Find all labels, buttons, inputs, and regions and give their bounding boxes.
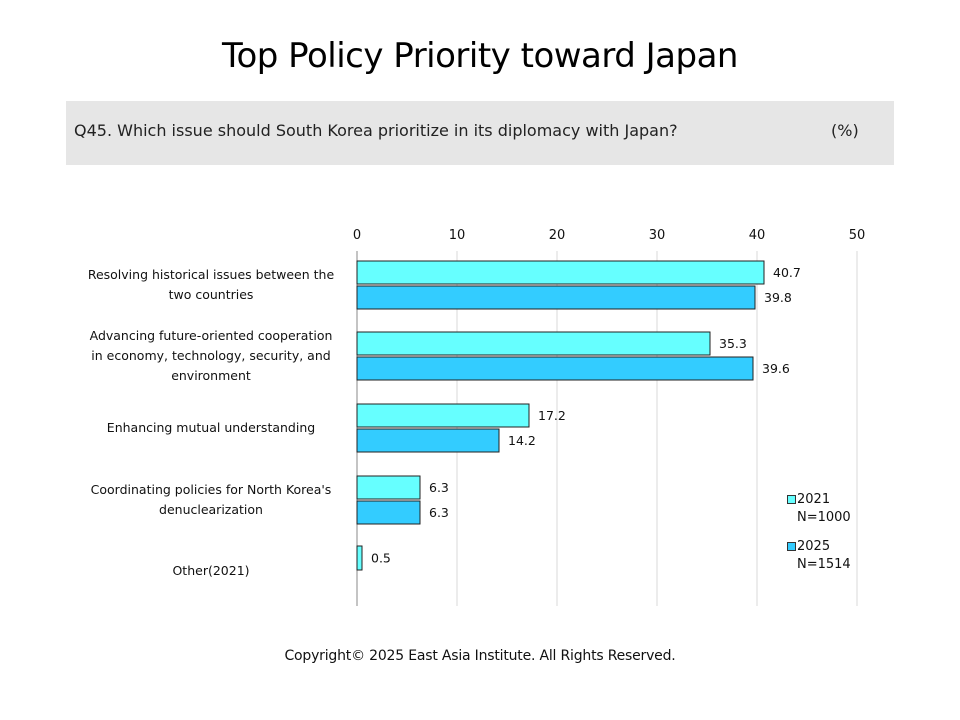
category-label: Enhancing mutual understanding: [76, 418, 346, 438]
unit-label: (%): [831, 121, 859, 140]
bar-2021: [356, 331, 711, 356]
category-label-line: in economy, technology, security, and: [91, 348, 331, 363]
data-label: 6.3: [429, 505, 449, 520]
x-tick-label: 0: [353, 228, 361, 243]
x-tick-label: 50: [849, 228, 866, 243]
category-label-line: Other(2021): [172, 563, 250, 578]
x-tick-label: 40: [749, 228, 766, 243]
data-label: 35.3: [719, 336, 747, 351]
legend-swatch-2025: [787, 542, 796, 551]
category-label: Advancing future-oriented cooperation in …: [76, 326, 346, 386]
bar-2025: [356, 356, 754, 381]
data-label: 14.2: [508, 433, 536, 448]
data-label: 6.3: [429, 480, 449, 495]
bar-2025: [356, 428, 500, 453]
category-label-line: two countries: [168, 287, 254, 302]
legend-sub-2021: N=1000: [797, 510, 851, 525]
category-label-line: Enhancing mutual understanding: [106, 420, 316, 435]
category-label: Coordinating policies for North Korea's d…: [76, 480, 346, 520]
data-label: 40.7: [773, 265, 801, 280]
question-box: Q45. Which issue should South Korea prio…: [66, 101, 894, 165]
legend-label-2021: 2021: [797, 492, 831, 507]
bar-2021: [356, 403, 530, 428]
bar-2021: [356, 545, 363, 571]
bar-2025: [356, 500, 421, 525]
bar-2025: [356, 285, 756, 310]
x-tick-label: 20: [549, 228, 566, 243]
question-text: Q45. Which issue should South Korea prio…: [74, 121, 678, 140]
x-tick-label: 10: [449, 228, 466, 243]
page-title: Top Policy Priority toward Japan: [222, 36, 738, 76]
bar-2021: [356, 260, 765, 285]
category-label-line: Advancing future-oriented cooperation: [89, 328, 333, 343]
bar-2021: [356, 475, 421, 500]
x-tick-label: 30: [649, 228, 666, 243]
category-label-line: environment: [171, 368, 251, 383]
data-label: 17.2: [538, 408, 566, 423]
legend-label-2025: 2025: [797, 539, 831, 554]
data-label: 0.5: [371, 551, 391, 566]
category-label-line: Resolving historical issues between the: [87, 267, 335, 282]
data-label: 39.8: [764, 290, 792, 305]
legend-swatch-2021: [787, 495, 796, 504]
data-label: 39.6: [762, 361, 790, 376]
category-label-line: denuclearization: [159, 502, 263, 517]
legend-sub-2025: N=1514: [797, 557, 851, 572]
category-label: Other(2021): [76, 561, 346, 581]
copyright-text: Copyright© 2025 East Asia Institute. All…: [284, 648, 676, 664]
category-label-line: Coordinating policies for North Korea's: [90, 482, 332, 497]
category-label: Resolving historical issues between the t…: [76, 265, 346, 305]
